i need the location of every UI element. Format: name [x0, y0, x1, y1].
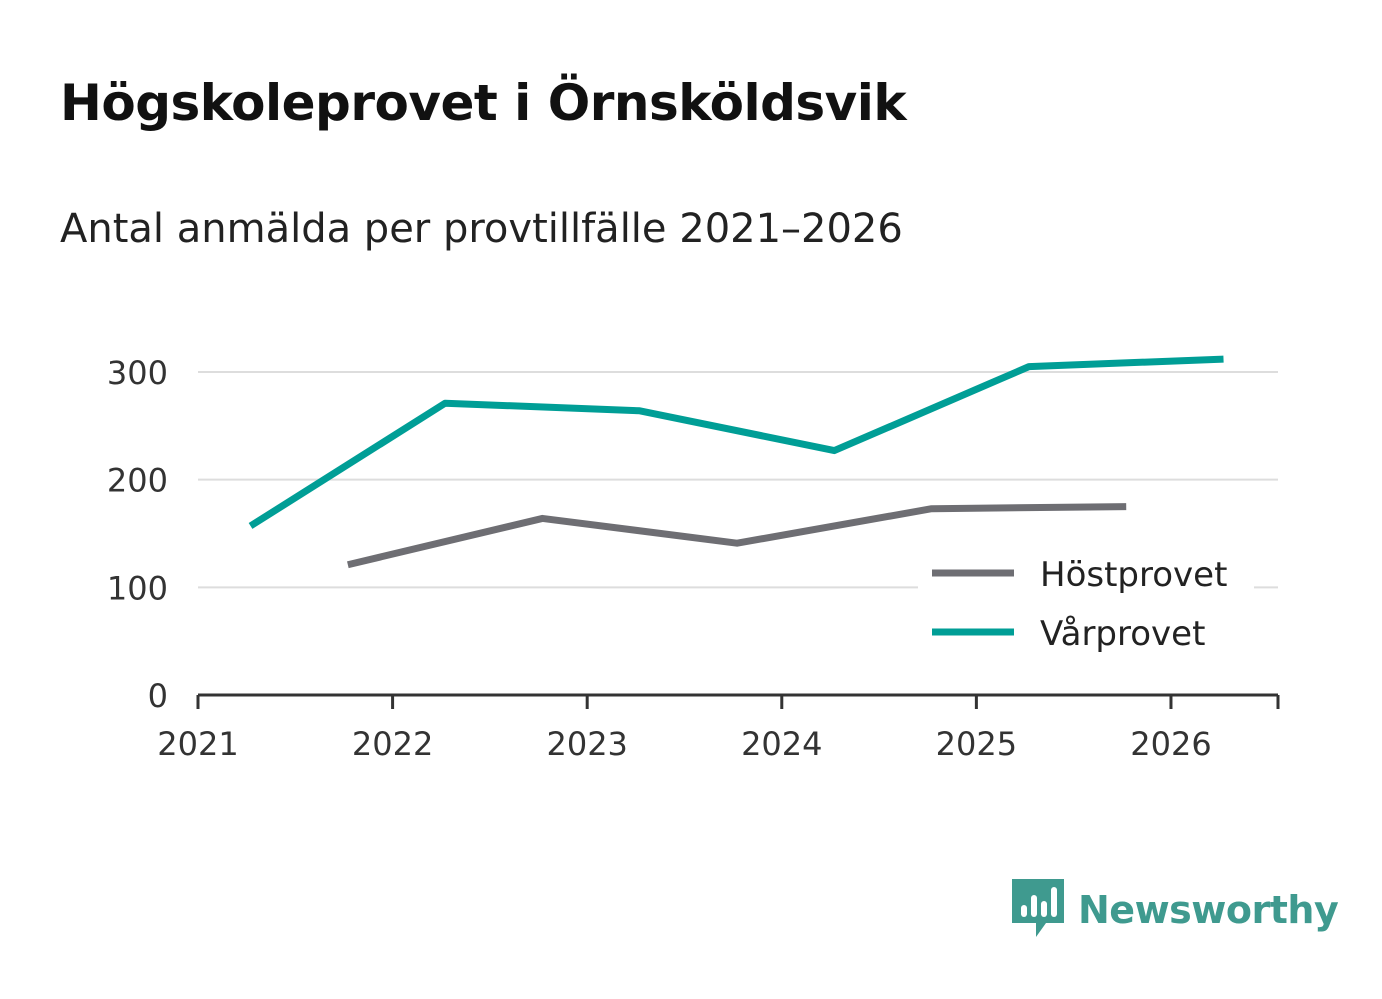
- y-tick-label: 100: [107, 569, 168, 607]
- x-tick-label: 2023: [546, 725, 627, 763]
- series-lines: [248, 355, 1224, 569]
- y-tick-label: 200: [107, 462, 168, 500]
- brand-name: Newsworthy: [1078, 888, 1339, 932]
- legend: Höstprovet Vårprovet: [918, 548, 1254, 666]
- x-tick-label: 2024: [741, 725, 822, 763]
- y-axis-tick-labels: 0 100 200 300: [107, 354, 168, 715]
- x-tick-label: 2022: [352, 725, 433, 763]
- newsworthy-brand: Newsworthy: [1012, 878, 1339, 942]
- x-tick-label: 2021: [157, 725, 238, 763]
- x-axis: 2021 2022 2023 2024 2025 2026: [157, 693, 1280, 763]
- y-tick-label: 0: [148, 677, 168, 715]
- y-tick-label: 300: [107, 354, 168, 392]
- series-line-varprovet: [248, 355, 1224, 529]
- chart-title: Högskoleprovet i Örnsköldsvik: [60, 74, 907, 132]
- chart-subtitle: Antal anmälda per provtillfälle 2021–202…: [60, 206, 903, 252]
- legend-label-hostprovet: Höstprovet: [1040, 555, 1227, 595]
- series-line-hostprovet: [347, 503, 1127, 569]
- newsworthy-logo-icon: [1012, 879, 1064, 937]
- x-tick-label: 2026: [1130, 725, 1211, 763]
- legend-label-varprovet: Vårprovet: [1040, 614, 1205, 654]
- legend-background: [918, 548, 1254, 666]
- x-tick-label: 2025: [936, 725, 1017, 763]
